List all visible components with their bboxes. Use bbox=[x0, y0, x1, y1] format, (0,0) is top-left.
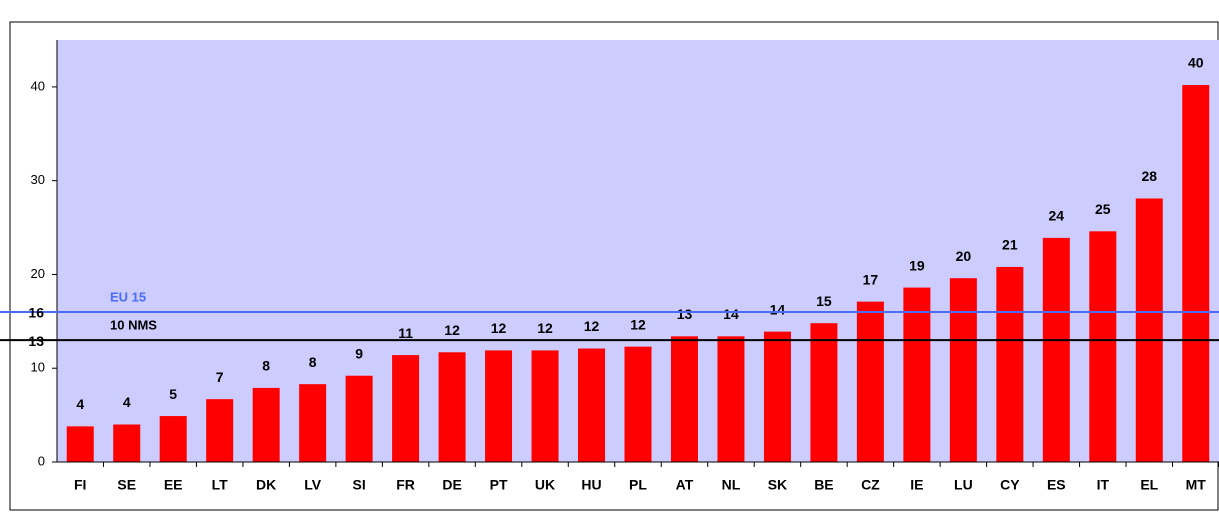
x-tick-label: FI bbox=[74, 477, 86, 493]
x-tick-label: SE bbox=[117, 477, 136, 493]
bar bbox=[531, 350, 559, 462]
data-label: 4 bbox=[76, 396, 84, 412]
bar bbox=[670, 336, 698, 462]
bar bbox=[949, 278, 977, 462]
bar bbox=[763, 331, 791, 462]
y-tick-label: 0 bbox=[38, 453, 45, 468]
data-label: 5 bbox=[169, 386, 177, 402]
bar bbox=[1042, 237, 1070, 462]
data-label: 12 bbox=[630, 316, 646, 332]
data-label: 20 bbox=[956, 248, 972, 264]
data-label: 17 bbox=[863, 271, 879, 287]
data-label: 24 bbox=[1049, 208, 1065, 224]
bar bbox=[903, 287, 931, 462]
data-label: 14 bbox=[770, 301, 786, 317]
x-tick-label: IT bbox=[1097, 477, 1110, 493]
bar bbox=[206, 399, 234, 462]
x-tick-label: PL bbox=[629, 477, 647, 493]
bar bbox=[66, 426, 94, 462]
reference-value: 13 bbox=[28, 333, 44, 349]
x-tick-label: CY bbox=[1000, 477, 1020, 493]
x-tick-label: NL bbox=[722, 477, 741, 493]
bar bbox=[856, 301, 884, 462]
reference-name: EU 15 bbox=[110, 289, 146, 304]
x-tick-label: UK bbox=[535, 477, 555, 493]
bar bbox=[1135, 198, 1163, 463]
data-label: 11 bbox=[398, 325, 413, 341]
y-tick-label: 10 bbox=[31, 360, 45, 375]
x-tick-label: SI bbox=[353, 477, 366, 493]
bar bbox=[1182, 85, 1210, 462]
bar bbox=[392, 355, 420, 462]
data-label: 7 bbox=[216, 369, 224, 385]
reference-value: 16 bbox=[28, 305, 44, 321]
data-label: 12 bbox=[491, 320, 507, 336]
bar bbox=[299, 384, 327, 462]
data-label: 9 bbox=[355, 345, 363, 361]
x-tick-label: DE bbox=[442, 477, 461, 493]
x-tick-label: LU bbox=[954, 477, 973, 493]
x-tick-label: DK bbox=[256, 477, 276, 493]
bar bbox=[252, 387, 280, 462]
x-tick-label: SK bbox=[768, 477, 787, 493]
data-label: 12 bbox=[584, 318, 600, 334]
data-label: 28 bbox=[1141, 168, 1157, 184]
bar bbox=[717, 336, 745, 462]
bar bbox=[996, 266, 1024, 462]
data-label: 14 bbox=[723, 306, 739, 322]
bar bbox=[1089, 231, 1117, 462]
x-tick-label: MT bbox=[1186, 477, 1207, 493]
x-tick-label: LT bbox=[212, 477, 229, 493]
x-tick-label: AT bbox=[676, 477, 694, 493]
x-tick-label: IE bbox=[910, 477, 923, 493]
x-tick-label: EL bbox=[1140, 477, 1158, 493]
data-label: 12 bbox=[444, 322, 460, 338]
x-tick-label: EE bbox=[164, 477, 183, 493]
x-tick-label: FR bbox=[396, 477, 415, 493]
bar bbox=[345, 375, 373, 462]
bar bbox=[438, 352, 466, 462]
data-label: 40 bbox=[1188, 55, 1204, 71]
reference-name: 10 NMS bbox=[110, 318, 157, 333]
data-label: 4 bbox=[123, 394, 131, 410]
bar bbox=[578, 348, 606, 462]
bar bbox=[159, 416, 187, 462]
x-tick-label: LV bbox=[304, 477, 322, 493]
data-label: 21 bbox=[1002, 237, 1018, 253]
bar bbox=[485, 350, 513, 462]
data-label: 13 bbox=[677, 306, 693, 322]
data-label: 19 bbox=[909, 257, 925, 273]
bar bbox=[624, 346, 652, 462]
data-label: 8 bbox=[262, 358, 270, 374]
data-label: 15 bbox=[816, 293, 832, 309]
y-tick-label: 30 bbox=[31, 172, 45, 187]
bar bbox=[113, 424, 141, 462]
data-label: 25 bbox=[1095, 201, 1111, 217]
data-label: 8 bbox=[309, 354, 317, 370]
x-tick-label: HU bbox=[581, 477, 601, 493]
bar bbox=[810, 323, 838, 462]
x-tick-label: CZ bbox=[861, 477, 880, 493]
x-tick-label: ES bbox=[1047, 477, 1066, 493]
x-tick-label: PT bbox=[490, 477, 508, 493]
y-tick-label: 20 bbox=[31, 266, 45, 281]
y-tick-label: 40 bbox=[31, 78, 45, 93]
x-tick-label: BE bbox=[814, 477, 833, 493]
data-label: 12 bbox=[537, 320, 553, 336]
